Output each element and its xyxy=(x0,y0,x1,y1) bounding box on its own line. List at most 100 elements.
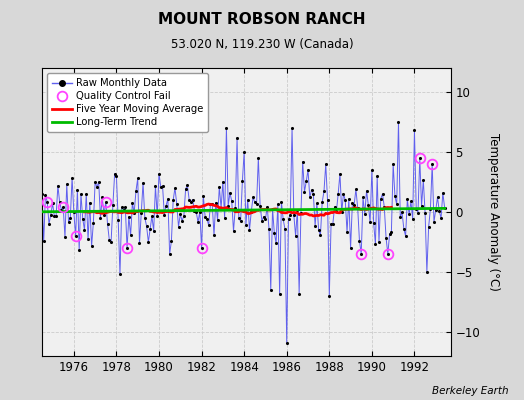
Point xyxy=(27,180,36,187)
Point xyxy=(256,202,264,209)
Point xyxy=(416,155,424,161)
Point xyxy=(206,201,215,208)
Point xyxy=(62,181,71,187)
Point xyxy=(380,204,388,210)
Point xyxy=(112,173,121,179)
Point xyxy=(235,215,243,221)
Point xyxy=(410,127,419,134)
Point xyxy=(167,238,176,244)
Point xyxy=(201,213,209,220)
Point xyxy=(75,247,83,253)
Point xyxy=(30,208,39,215)
Point xyxy=(297,210,305,217)
Point xyxy=(373,173,381,179)
Point xyxy=(419,177,428,183)
Point xyxy=(126,232,135,239)
Point xyxy=(432,207,440,213)
Point xyxy=(346,245,355,251)
Point xyxy=(242,222,250,228)
Y-axis label: Temperature Anomaly (°C): Temperature Anomaly (°C) xyxy=(487,133,500,291)
Point xyxy=(80,227,89,233)
Point xyxy=(153,213,161,219)
Point xyxy=(215,184,224,190)
Point xyxy=(108,202,117,208)
Point xyxy=(66,215,74,222)
Point xyxy=(217,205,225,211)
Point xyxy=(221,215,229,222)
Point xyxy=(163,196,172,202)
Point xyxy=(368,167,376,173)
Point xyxy=(359,194,367,201)
Point xyxy=(148,213,156,220)
Point xyxy=(305,194,314,200)
Point xyxy=(59,204,68,210)
Point xyxy=(253,201,261,208)
Point xyxy=(412,206,420,212)
Point xyxy=(332,208,341,215)
Point xyxy=(61,234,69,241)
Point xyxy=(337,209,346,215)
Point xyxy=(396,214,405,220)
Point xyxy=(178,218,186,224)
Point xyxy=(233,134,241,141)
Point xyxy=(389,161,397,167)
Point xyxy=(350,202,358,208)
Point xyxy=(293,207,301,213)
Point xyxy=(308,187,316,193)
Point xyxy=(180,213,188,219)
Point xyxy=(277,199,286,205)
Point xyxy=(89,220,97,226)
Point xyxy=(71,233,80,239)
Point xyxy=(247,208,255,215)
Point xyxy=(176,211,184,218)
Point xyxy=(343,229,351,235)
Point xyxy=(236,218,245,225)
Point xyxy=(426,206,434,212)
Point xyxy=(172,201,181,207)
Text: 53.020 N, 119.230 W (Canada): 53.020 N, 119.230 W (Canada) xyxy=(171,38,353,51)
Point xyxy=(190,208,199,214)
Point xyxy=(105,237,114,243)
Point xyxy=(357,251,365,257)
Point xyxy=(227,198,236,204)
Point xyxy=(341,197,350,204)
Point xyxy=(116,271,124,278)
Point xyxy=(340,190,348,197)
Point xyxy=(316,232,325,238)
Point xyxy=(94,179,103,185)
Point xyxy=(261,216,270,222)
Point xyxy=(132,188,140,194)
Point xyxy=(282,340,291,346)
Point xyxy=(222,125,231,131)
Point xyxy=(378,191,387,197)
Point xyxy=(189,196,197,203)
Point xyxy=(366,219,374,226)
Point xyxy=(325,293,333,299)
Point xyxy=(318,199,326,205)
Point xyxy=(414,210,422,216)
Point xyxy=(274,201,282,207)
Point xyxy=(121,204,129,210)
Point xyxy=(244,197,252,203)
Point xyxy=(117,204,126,211)
Point xyxy=(304,167,312,173)
Point xyxy=(114,217,123,224)
Point xyxy=(204,222,213,228)
Point xyxy=(53,182,62,189)
Point xyxy=(199,193,208,200)
Point xyxy=(311,222,319,229)
Point xyxy=(135,240,144,246)
Legend: Raw Monthly Data, Quality Control Fail, Five Year Moving Average, Long-Term Tren: Raw Monthly Data, Quality Control Fail, … xyxy=(47,73,209,132)
Point xyxy=(281,226,289,232)
Point xyxy=(183,182,192,188)
Point xyxy=(128,200,137,206)
Point xyxy=(45,221,53,227)
Point xyxy=(96,215,105,221)
Point xyxy=(407,198,415,205)
Point xyxy=(254,155,263,161)
Point xyxy=(405,211,413,218)
Point xyxy=(377,196,385,202)
Point xyxy=(295,290,303,297)
Point xyxy=(428,161,436,167)
Point xyxy=(137,210,146,216)
